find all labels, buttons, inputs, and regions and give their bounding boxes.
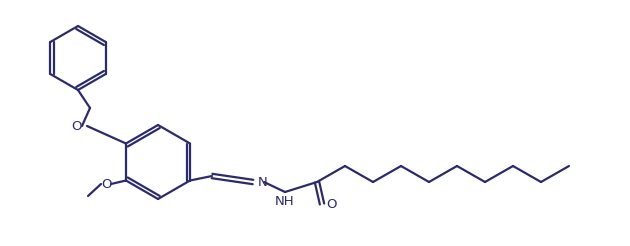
Text: N: N [258, 175, 268, 188]
Text: NH: NH [275, 195, 295, 208]
Text: O: O [101, 178, 112, 190]
Text: O: O [326, 198, 336, 211]
Text: O: O [72, 120, 83, 133]
